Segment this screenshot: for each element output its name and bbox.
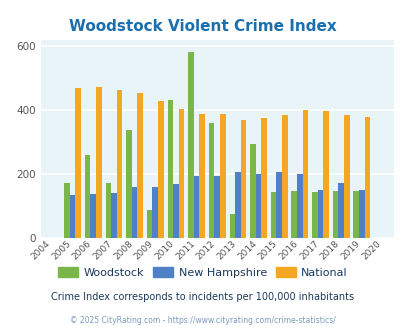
Bar [152, 186, 158, 238]
Bar [126, 130, 132, 238]
Bar [105, 183, 111, 238]
Bar [353, 191, 358, 238]
Bar [281, 115, 287, 238]
Bar [337, 183, 343, 238]
Bar [158, 101, 163, 238]
Bar [85, 155, 90, 238]
Bar [178, 109, 184, 238]
Bar [173, 184, 178, 238]
Bar [208, 123, 214, 238]
Bar [270, 192, 276, 238]
Bar [240, 120, 245, 238]
Bar [322, 111, 328, 238]
Bar [90, 193, 96, 238]
Bar [296, 174, 302, 238]
Text: © 2025 CityRating.com - https://www.cityrating.com/crime-statistics/: © 2025 CityRating.com - https://www.city… [70, 315, 335, 325]
Bar [261, 117, 266, 238]
Bar [132, 186, 137, 238]
Bar [255, 174, 261, 238]
Bar [193, 176, 199, 238]
Bar [229, 214, 234, 238]
Bar [311, 192, 317, 238]
Bar [249, 144, 255, 238]
Bar [167, 100, 173, 238]
Bar [116, 90, 122, 238]
Bar [214, 176, 220, 238]
Bar [147, 211, 152, 238]
Bar [302, 110, 307, 238]
Legend: Woodstock, New Hampshire, National: Woodstock, New Hampshire, National [53, 263, 352, 282]
Bar [234, 173, 240, 238]
Bar [291, 191, 296, 238]
Bar [317, 190, 322, 238]
Bar [276, 173, 281, 238]
Bar [358, 190, 364, 238]
Bar [111, 193, 116, 238]
Bar [199, 114, 205, 238]
Bar [96, 87, 101, 238]
Bar [64, 183, 70, 238]
Bar [70, 195, 75, 238]
Bar [75, 88, 81, 238]
Text: Woodstock Violent Crime Index: Woodstock Violent Crime Index [69, 19, 336, 34]
Bar [343, 115, 349, 238]
Bar [220, 114, 225, 238]
Bar [332, 191, 337, 238]
Bar [188, 52, 193, 238]
Bar [364, 116, 369, 238]
Text: Crime Index corresponds to incidents per 100,000 inhabitants: Crime Index corresponds to incidents per… [51, 292, 354, 302]
Bar [137, 93, 143, 238]
